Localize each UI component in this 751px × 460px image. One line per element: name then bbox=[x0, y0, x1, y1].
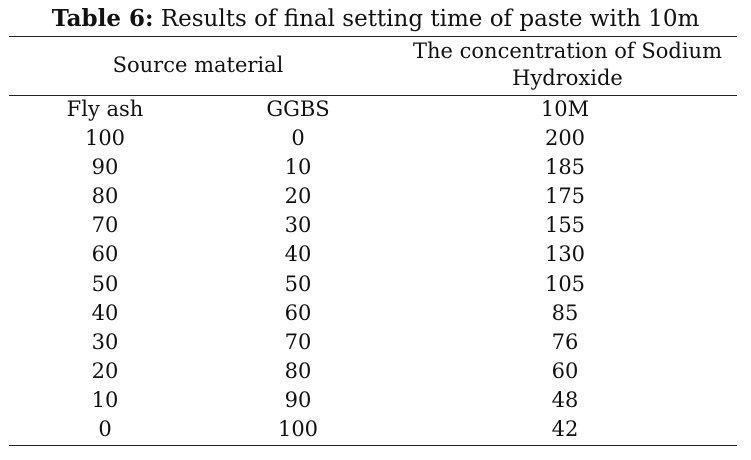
fly-ash-cell: 10 bbox=[91, 387, 119, 412]
setting-time-cell: 48 bbox=[551, 387, 579, 412]
table-row: 20 80 60 bbox=[0, 357, 751, 386]
table-row: 50 50 105 bbox=[0, 270, 751, 299]
table-row: 90 10 185 bbox=[0, 153, 751, 182]
table-caption-label: Table 6: bbox=[51, 5, 154, 32]
header-source-material: Source material bbox=[112, 53, 284, 77]
header-concentration: The concentration of Sodium Hydroxide bbox=[400, 38, 735, 92]
table-row: 0 100 42 bbox=[0, 415, 751, 444]
setting-time-cell: 60 bbox=[551, 358, 579, 383]
table-row: 40 60 85 bbox=[0, 299, 751, 328]
fly-ash-cell: 90 bbox=[91, 155, 119, 180]
ggbs-cell: 90 bbox=[284, 387, 312, 412]
fly-ash-cell: 0 bbox=[98, 417, 112, 442]
table-body: Fly ash GGBS 10M 100 0 200 90 10 185 80 … bbox=[0, 95, 751, 444]
table-bottom-rule bbox=[9, 445, 737, 446]
fly-ash-cell: 80 bbox=[91, 184, 119, 209]
setting-time-cell: 175 bbox=[544, 184, 586, 209]
setting-time-cell: 155 bbox=[544, 213, 586, 238]
fly-ash-cell: 20 bbox=[91, 358, 119, 383]
table-row: 100 0 200 bbox=[0, 124, 751, 153]
setting-time-cell: 200 bbox=[544, 126, 586, 151]
fly-ash-cell: 40 bbox=[91, 300, 119, 325]
ggbs-cell: 10 bbox=[284, 155, 312, 180]
fly-ash-cell: 60 bbox=[91, 242, 119, 267]
column-header-ggbs: GGBS bbox=[266, 97, 330, 121]
ggbs-cell: 80 bbox=[284, 358, 312, 383]
table-header-rule bbox=[9, 95, 737, 96]
setting-time-cell: 185 bbox=[544, 155, 586, 180]
table-row: 60 40 130 bbox=[0, 240, 751, 269]
column-header-10m: 10M bbox=[540, 97, 590, 121]
fly-ash-cell: 100 bbox=[84, 126, 126, 151]
column-header-row: Fly ash GGBS 10M bbox=[0, 95, 751, 124]
ggbs-cell: 50 bbox=[284, 271, 312, 296]
fly-ash-cell: 30 bbox=[91, 329, 119, 354]
table-top-rule bbox=[9, 36, 737, 37]
setting-time-cell: 85 bbox=[551, 300, 579, 325]
ggbs-cell: 40 bbox=[284, 242, 312, 267]
setting-time-cell: 42 bbox=[551, 417, 579, 442]
ggbs-cell: 70 bbox=[284, 329, 312, 354]
table-caption: Table 6: Results of final setting time o… bbox=[0, 4, 751, 34]
fly-ash-cell: 70 bbox=[91, 213, 119, 238]
setting-time-cell: 130 bbox=[544, 242, 586, 267]
table-row: 30 70 76 bbox=[0, 328, 751, 357]
table-caption-text: Results of final setting time of paste w… bbox=[160, 6, 700, 32]
header-concentration-line2: Hydroxide bbox=[512, 66, 623, 90]
header-concentration-line1: The concentration of Sodium bbox=[413, 39, 722, 63]
ggbs-cell: 100 bbox=[277, 417, 319, 442]
ggbs-cell: 0 bbox=[291, 126, 305, 151]
ggbs-cell: 60 bbox=[284, 300, 312, 325]
column-header-fly-ash: Fly ash bbox=[66, 97, 144, 121]
setting-time-cell: 76 bbox=[551, 329, 579, 354]
ggbs-cell: 20 bbox=[284, 184, 312, 209]
table-row: 80 20 175 bbox=[0, 182, 751, 211]
fly-ash-cell: 50 bbox=[91, 271, 119, 296]
ggbs-cell: 30 bbox=[284, 213, 312, 238]
table-row: 10 90 48 bbox=[0, 386, 751, 415]
table-row: 70 30 155 bbox=[0, 211, 751, 240]
setting-time-cell: 105 bbox=[544, 271, 586, 296]
